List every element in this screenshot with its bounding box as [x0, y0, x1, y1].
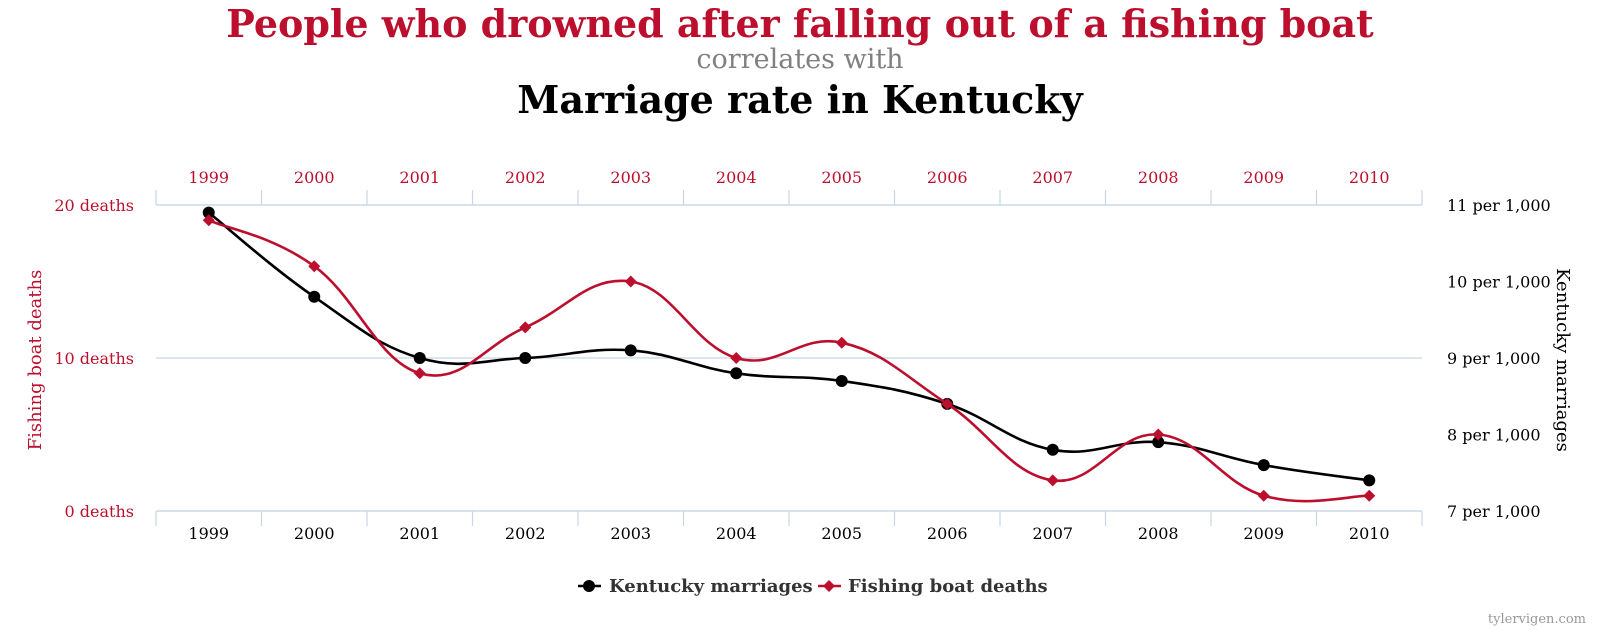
fishing-boat-deaths-point: [941, 397, 954, 410]
fishing-boat-deaths-point: [835, 336, 848, 349]
bottom-axis-tick-label: 2008: [1138, 524, 1179, 543]
fishing-boat-deaths-point: [1152, 428, 1165, 441]
top-axis-tick-label: 2000: [294, 168, 335, 187]
legend-fishing-boat-deaths-label: Fishing boat deaths: [848, 576, 1048, 597]
left-axis-tick-label: 20 deaths: [54, 196, 134, 215]
kentucky-marriages-point: [1363, 474, 1376, 487]
fishing-boat-deaths-point: [308, 260, 321, 273]
top-axis-tick-label: 2001: [399, 168, 440, 187]
bottom-axis-tick-label: 2003: [610, 524, 651, 543]
kentucky-marriages-point: [1152, 436, 1165, 449]
credit-text[interactable]: tylervigen.com: [1488, 612, 1586, 627]
top-axis-tick-label: 2004: [716, 168, 757, 187]
top-axis-tick-label: 2006: [927, 168, 968, 187]
top-axis-tick-label: 2008: [1138, 168, 1179, 187]
legend[interactable]: Kentucky marriages Fishing boat deaths: [578, 576, 1048, 597]
fishing-boat-deaths-point: [202, 214, 215, 227]
fishing-boat-deaths-point: [1363, 489, 1376, 502]
right-axis-tick-label: 10 per 1,000: [1447, 273, 1551, 292]
bottom-axis-tick-label: 1999: [188, 524, 229, 543]
right-axis-tick-label: 8 per 1,000: [1447, 426, 1541, 445]
fishing-boat-deaths-point: [624, 275, 637, 288]
fishing-boat-deaths-line: [208, 219, 1370, 503]
chart-title-2: Marriage rate in Kentucky: [517, 77, 1083, 122]
left-axis-title: Fishing boat deaths: [25, 270, 46, 451]
top-axis-tick-label: 2002: [505, 168, 546, 187]
bottom-axis-tick-label: 2009: [1243, 524, 1284, 543]
top-axis-tick-label: 1999: [188, 168, 229, 187]
kentucky-marriages-point: [413, 352, 426, 364]
axes: 1999 1999 2000 2000 2001 2001 2002 2002 2003 2003…: [25, 168, 1573, 543]
bottom-axis-tick-label: 2004: [716, 524, 757, 543]
legend-kentucky-marriages-marker: [583, 580, 595, 592]
kentucky-marriages-point: [1257, 459, 1270, 472]
legend-kentucky-marriages-label: Kentucky marriages: [609, 576, 813, 597]
fishing-boat-deaths-point: [519, 321, 532, 334]
kentucky-marriages-point: [835, 374, 848, 387]
bottom-axis-tick-label: 2010: [1349, 524, 1390, 543]
bottom-axis-tick-label: 2006: [927, 524, 968, 543]
top-axis-tick-label: 2003: [610, 168, 651, 187]
right-axis-tick-label: 9 per 1,000: [1447, 349, 1541, 368]
left-axis-tick-label: 10 deaths: [54, 349, 134, 368]
kentucky-marriages-point: [308, 290, 321, 303]
kentucky-marriages-point: [730, 367, 743, 380]
fishing-boat-deaths-point: [730, 352, 743, 364]
top-axis-tick-label: 2005: [821, 168, 862, 187]
bottom-axis-tick-label: 2001: [399, 524, 440, 543]
fishing-boat-deaths-point: [1257, 489, 1270, 502]
chart-title: People who drowned after falling out of …: [226, 1, 1374, 46]
top-axis-tick-label: 2007: [1032, 168, 1073, 187]
chart-subtitle: correlates with: [696, 44, 903, 75]
right-axis-tick-label: 11 per 1,000: [1447, 196, 1551, 215]
kentucky-marriages-point: [1046, 443, 1059, 456]
series: [202, 206, 1376, 503]
bottom-axis-tick-label: 2000: [294, 524, 335, 543]
bottom-axis-tick-label: 2005: [821, 524, 862, 543]
top-axis-tick-label: 2010: [1349, 168, 1390, 187]
legend-fishing-boat-deaths-marker: [823, 580, 835, 592]
kentucky-marriages-point: [202, 206, 215, 219]
bottom-axis-tick-label: 2002: [505, 524, 546, 543]
right-axis-tick-label: 7 per 1,000: [1447, 502, 1541, 521]
kentucky-marriages-point: [519, 352, 532, 364]
grid-lines: [156, 204, 1422, 512]
kentucky-marriages-line: [207, 211, 1370, 482]
kentucky-marriages-point: [624, 344, 637, 357]
left-axis-tick-label: 0 deaths: [65, 502, 134, 521]
top-axis-tick-label: 2009: [1243, 168, 1284, 187]
fishing-boat-deaths-point: [1046, 474, 1059, 487]
right-axis-title: Kentucky marriages: [1552, 268, 1573, 452]
bottom-axis-tick-label: 2007: [1032, 524, 1073, 543]
fishing-boat-deaths-point: [413, 367, 426, 380]
